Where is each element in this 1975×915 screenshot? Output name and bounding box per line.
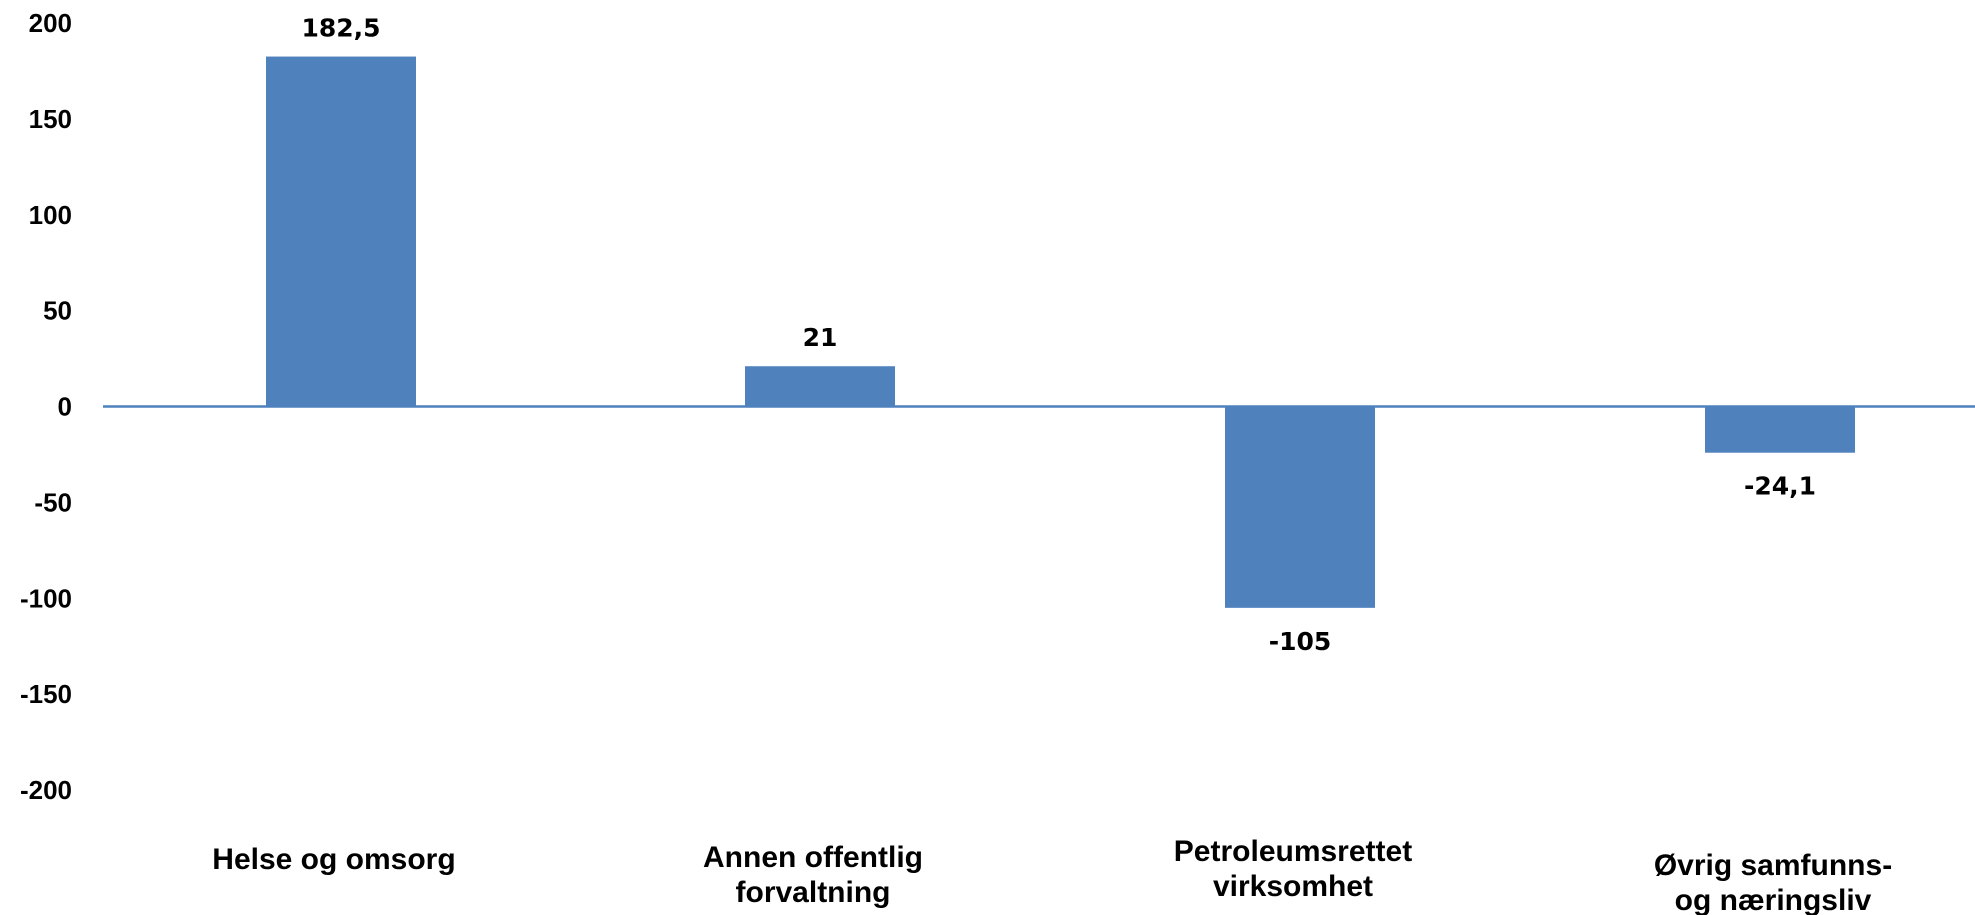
category-labels: Helse og omsorg Annen offentligforvaltnin…: [212, 835, 1892, 915]
data-labels: 182,5 21 -105 -24,1: [301, 14, 1816, 656]
y-tick-label: 150: [29, 104, 72, 134]
data-label: 21: [803, 323, 838, 352]
category-label-line: Øvrig samfunns-: [1654, 849, 1892, 882]
bar: [1225, 406, 1375, 608]
y-tick-label: 200: [29, 8, 72, 38]
y-tick-label: -50: [34, 487, 72, 517]
y-axis-tick-labels: 200 150 100 50 0 -50 -100 -150 -200: [20, 8, 72, 805]
bar: [1705, 406, 1855, 453]
category-label: Øvrig samfunns-og næringsliv: [1654, 849, 1892, 915]
bar: [266, 56, 416, 407]
y-tick-label: -150: [20, 679, 72, 709]
y-tick-label: 100: [29, 200, 72, 230]
category-label-line: Petroleumsrettet: [1174, 835, 1412, 868]
category-label-line: og næringsliv: [1675, 884, 1872, 915]
data-label: -105: [1269, 627, 1332, 656]
category-label: Helse og omsorg: [212, 843, 455, 876]
category-label-line: forvaltning: [736, 876, 891, 909]
y-tick-label: 0: [58, 392, 72, 422]
bars: [266, 56, 1855, 608]
y-tick-label: -100: [20, 583, 72, 613]
category-label-line: Annen offentlig: [703, 841, 923, 874]
y-tick-label: 50: [43, 296, 72, 326]
category-label-line: Helse og omsorg: [212, 843, 455, 876]
data-label: -24,1: [1744, 472, 1816, 501]
category-label-line: virksomhet: [1213, 870, 1373, 903]
y-tick-label: -200: [20, 775, 72, 805]
bar: [745, 366, 895, 407]
data-label: 182,5: [301, 14, 380, 43]
